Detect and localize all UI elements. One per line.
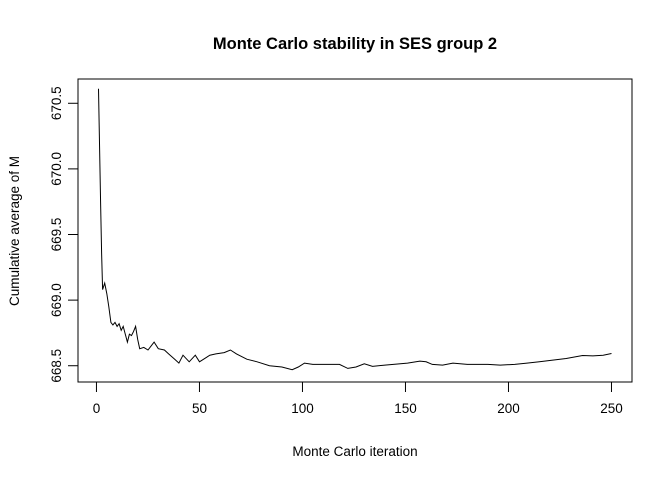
y-tick-label: 669.0 xyxy=(49,283,64,317)
x-tick-label: 250 xyxy=(600,401,623,416)
y-axis: 668.5 669.0 669.5 670.0 670.5 xyxy=(49,86,79,383)
y-tick-label: 670.0 xyxy=(49,152,64,186)
x-tick-label: 200 xyxy=(497,401,520,416)
x-axis: 0 50 100 150 200 250 xyxy=(93,381,623,416)
y-tick-label: 668.5 xyxy=(49,349,64,383)
x-tick-label: 150 xyxy=(394,401,417,416)
x-tick-label: 0 xyxy=(93,401,101,416)
y-axis-label: Cumulative average of M xyxy=(7,156,22,306)
y-tick-label: 669.5 xyxy=(49,218,64,252)
plot-box xyxy=(77,78,633,383)
chart-title: Monte Carlo stability in SES group 2 xyxy=(213,35,497,53)
series-line xyxy=(98,88,612,371)
x-tick-label: 50 xyxy=(192,401,207,416)
x-tick-label: 100 xyxy=(291,401,314,416)
y-tick-label: 670.5 xyxy=(49,86,64,120)
x-axis-label: Monte Carlo iteration xyxy=(292,444,417,459)
